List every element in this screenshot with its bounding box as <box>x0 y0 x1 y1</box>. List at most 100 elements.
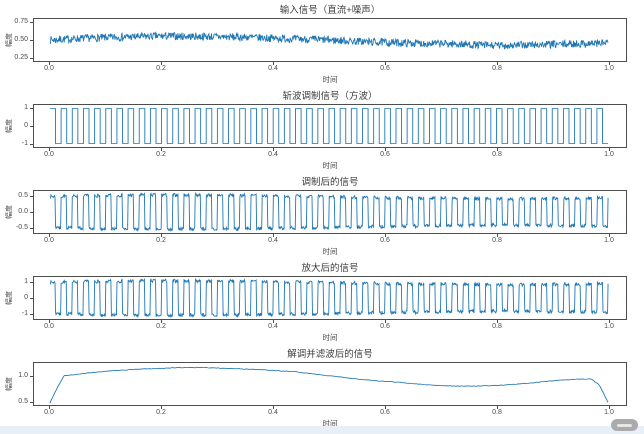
chart-title: 斩波调制信号（方波） <box>282 91 378 102</box>
x-tick-label: 0.4 <box>268 65 278 72</box>
x-tick-label: 0.6 <box>380 323 390 330</box>
x-tick-label: 0.0 <box>44 65 54 72</box>
x-tick-mark <box>609 406 610 409</box>
x-tick-label: 0.8 <box>492 409 502 416</box>
chart-title: 输入信号（直流+噪声） <box>279 5 381 16</box>
y-tick-label: 0.0 <box>18 208 28 215</box>
x-tick-mark <box>385 62 386 65</box>
chart-title: 解调并滤波后的信号 <box>287 349 373 360</box>
x-tick-label: 0.2 <box>156 65 166 72</box>
y-tick-label: 0 <box>24 122 28 129</box>
signal-line-chart <box>49 366 609 404</box>
x-tick-mark <box>609 320 610 323</box>
x-tick-label: 0.0 <box>44 323 54 330</box>
x-tick-label: 1.0 <box>604 409 614 416</box>
y-tick-mark <box>30 58 33 60</box>
x-tick-label: 0.6 <box>380 151 390 158</box>
y-tick-mark <box>30 212 33 213</box>
watermark-badge[interactable] <box>611 419 638 431</box>
signal-line-chart <box>49 191 609 233</box>
y-tick-mark <box>30 21 33 23</box>
x-tick-mark <box>49 406 50 409</box>
y-tick-label: 0.5 <box>18 397 28 405</box>
subplot-modulated-signal: 调制后的信号 幅度 时间 -0.5 0.0 0.5 0.0 0.2 0.4 0.6 0.8 1.… <box>0 174 644 258</box>
subplot-input-signal: 输入信号（直流+噪声） 幅度 时间 0.25 0.50 0.75 0.0 0.2 0.4 0… <box>0 2 644 86</box>
signal-line-chart <box>49 108 609 144</box>
y-tick-label: 0.5 <box>18 191 28 199</box>
x-tick-label: 0.0 <box>44 151 54 158</box>
x-tick-label: 1.0 <box>604 65 614 72</box>
x-tick-mark <box>161 234 162 237</box>
x-tick-mark <box>385 234 386 237</box>
x-axis-label: 时间 <box>322 333 338 342</box>
y-tick-mark <box>30 401 33 403</box>
x-tick-label: 1.0 <box>604 237 614 244</box>
x-axis-label: 时间 <box>322 419 338 428</box>
y-tick-mark <box>30 107 33 109</box>
x-tick-mark <box>497 148 498 151</box>
x-tick-mark <box>49 234 50 237</box>
signal-line-chart <box>49 277 609 319</box>
x-tick-mark <box>497 320 498 323</box>
y-tick-mark <box>30 281 33 283</box>
x-tick-mark <box>49 148 50 151</box>
x-tick-label: 0.6 <box>380 237 390 244</box>
x-tick-mark <box>497 406 498 409</box>
y-tick-mark <box>30 298 33 299</box>
y-tick-label: -0.5 <box>15 224 28 232</box>
x-tick-mark <box>385 406 386 409</box>
y-tick-label: 0.50 <box>14 36 28 43</box>
x-axis-label: 时间 <box>322 247 338 256</box>
x-tick-label: 0.4 <box>268 409 278 416</box>
y-tick-label: -1 <box>21 310 28 318</box>
x-axis-label: 时间 <box>322 75 338 84</box>
x-tick-mark <box>273 148 274 151</box>
y-tick-mark <box>30 195 33 197</box>
y-tick-label: 1 <box>24 103 28 111</box>
x-tick-mark <box>609 234 610 237</box>
plot-area <box>33 190 627 234</box>
x-tick-label: 0.2 <box>156 409 166 416</box>
x-tick-label: 0.8 <box>492 323 502 330</box>
x-tick-mark <box>273 62 274 65</box>
x-tick-mark <box>497 234 498 237</box>
x-tick-mark <box>49 320 50 323</box>
y-tick-label: -1 <box>21 140 28 148</box>
y-tick-mark <box>30 228 33 230</box>
watermark-glyph-icon <box>617 423 632 427</box>
x-tick-label: 1.0 <box>604 151 614 158</box>
y-tick-label: 1.0 <box>18 372 28 380</box>
page-background-strip <box>0 426 644 434</box>
y-tick-mark <box>30 144 33 146</box>
x-tick-label: 0.2 <box>156 323 166 330</box>
subplot-chopper-signal: 斩波调制信号（方波） 幅度 时间 -1 0 1 0.0 0.2 0.4 0.6 0.8 1.0 <box>0 88 644 172</box>
chart-title: 放大后的信号 <box>301 263 359 274</box>
plot-area <box>33 362 627 406</box>
x-tick-mark <box>609 148 610 151</box>
x-tick-mark <box>609 62 610 65</box>
x-tick-label: 0.2 <box>156 237 166 244</box>
x-tick-label: 0.0 <box>44 409 54 416</box>
x-tick-label: 0.6 <box>380 65 390 72</box>
x-tick-mark <box>497 62 498 65</box>
y-tick-label: 0.25 <box>14 54 28 62</box>
y-tick-mark <box>30 314 33 316</box>
x-tick-mark <box>273 320 274 323</box>
x-tick-label: 0.0 <box>44 237 54 244</box>
x-tick-label: 0.8 <box>492 237 502 244</box>
subplot-amplified-signal: 放大后的信号 幅度 时间 -1 0 1 0.0 0.2 0.4 0.6 0.8 1.0 <box>0 260 644 344</box>
x-tick-mark <box>161 148 162 151</box>
x-tick-label: 0.8 <box>492 65 502 72</box>
x-tick-mark <box>161 62 162 65</box>
x-tick-mark <box>385 320 386 323</box>
x-tick-mark <box>273 234 274 237</box>
y-tick-mark <box>30 376 33 378</box>
x-tick-label: 0.4 <box>268 237 278 244</box>
x-tick-mark <box>161 320 162 323</box>
plot-area <box>33 104 627 148</box>
y-tick-mark <box>30 40 33 41</box>
plot-area <box>33 18 627 62</box>
x-tick-label: 0.2 <box>156 151 166 158</box>
y-tick-label: 0 <box>24 294 28 301</box>
